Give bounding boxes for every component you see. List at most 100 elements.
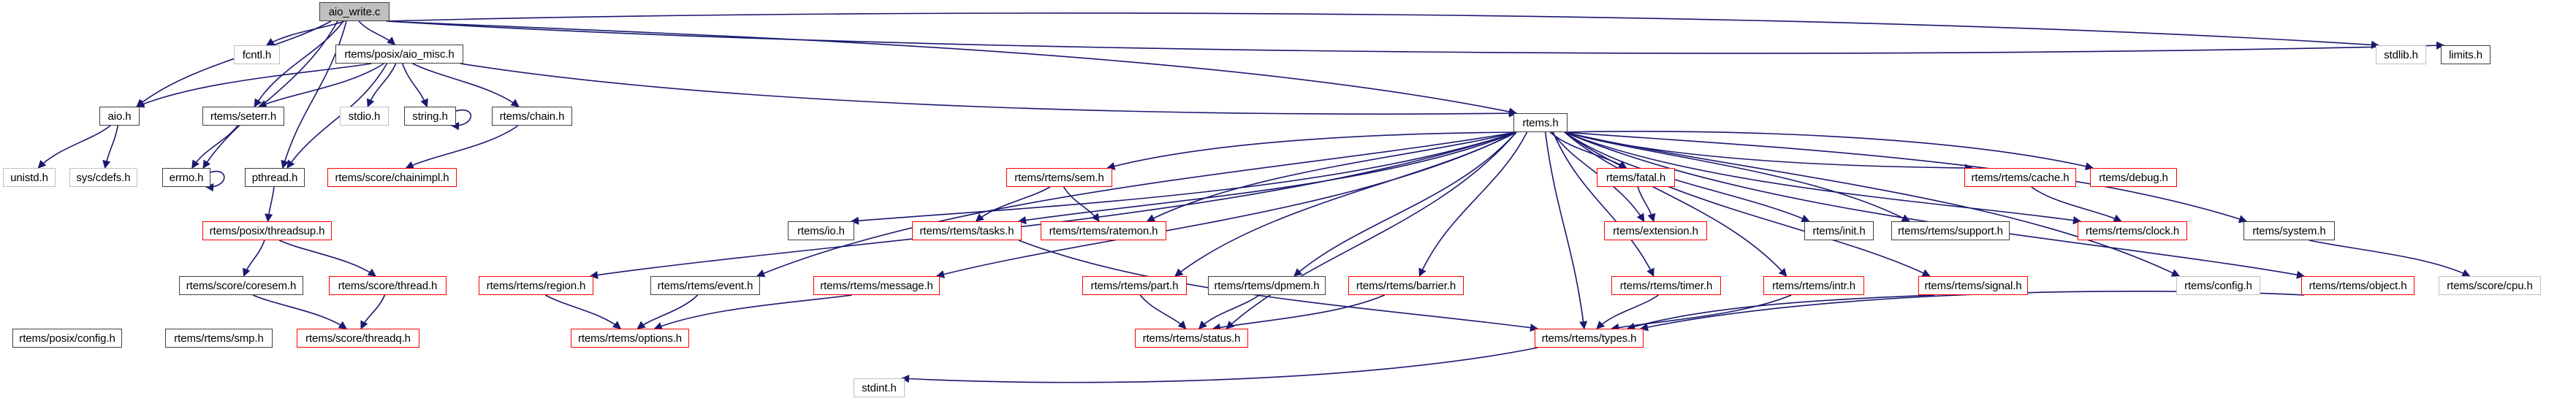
graph-node-label: rtems/rtems/support.h (1898, 224, 2003, 237)
graph-node-string-h[interactable]: string.h (404, 107, 456, 126)
graph-edge (900, 347, 1538, 383)
graph-node-errno-h[interactable]: errno.h (162, 168, 210, 187)
graph-edge (1626, 294, 1935, 331)
graph-node-sys-cdefs-h[interactable]: sys/cdefs.h (69, 168, 137, 187)
graph-node-system-h[interactable]: rtems/system.h (2243, 221, 2335, 240)
graph-node-dpmem-h[interactable]: rtems/rtems/dpmem.h (1208, 276, 1326, 295)
graph-node-threadq-h[interactable]: rtems/score/threadq.h (297, 329, 419, 348)
graph-node-clock-h[interactable]: rtems/rtems/clock.h (2078, 221, 2187, 240)
graph-node-stdint-h[interactable]: stdint.h (854, 378, 905, 397)
graph-node-timer-h[interactable]: rtems/rtems/timer.h (1611, 276, 1721, 295)
graph-edge (1564, 131, 1787, 277)
graph-node-label: fcntl.h (242, 48, 272, 61)
graph-node-object-h[interactable]: rtems/rtems/object.h (2301, 276, 2414, 295)
graph-node-chainimpl-h[interactable]: rtems/score/chainimpl.h (327, 168, 457, 187)
graph-node-stdio-h[interactable]: stdio.h (340, 107, 389, 126)
graph-node-rtems-h[interactable]: rtems.h (1513, 113, 1568, 132)
graph-edge (258, 63, 384, 108)
graph-node-smp-h[interactable]: rtems/rtems/smp.h (165, 329, 273, 348)
graph-node-label: rtems/posix/threadsup.h (209, 224, 325, 237)
graph-edge (265, 20, 345, 46)
graph-node-unistd-h[interactable]: unistd.h (3, 168, 56, 187)
graph-node-stdlib-h[interactable]: stdlib.h (2376, 45, 2426, 64)
graph-node-init-h[interactable]: rtems/init.h (1804, 221, 1874, 240)
graph-node-barrier-h[interactable]: rtems/rtems/barrier.h (1348, 276, 1464, 295)
graph-node-label: rtems/score/chainimpl.h (335, 171, 449, 184)
graph-node-coresem-h[interactable]: rtems/score/coresem.h (179, 276, 303, 295)
graph-node-label: stdint.h (862, 381, 897, 394)
graph-edge (252, 294, 347, 329)
graph-node-sem-h[interactable]: rtems/rtems/sem.h (1006, 168, 1112, 187)
graph-node-pthread-h[interactable]: pthread.h (245, 168, 305, 187)
graph-edge (281, 20, 347, 169)
graph-edge (2031, 186, 2122, 222)
graph-node-part-h[interactable]: rtems/rtems/part.h (1082, 276, 1187, 295)
graph-node-label: rtems/init.h (1812, 224, 1866, 237)
graph-edge (544, 294, 622, 329)
graph-node-label: rtems/system.h (2252, 224, 2326, 237)
graph-node-aio-h[interactable]: aio.h (99, 107, 140, 126)
graph-node-status-h[interactable]: rtems/rtems/status.h (1135, 329, 1248, 348)
graph-node-extension-h[interactable]: rtems/extension.h (1604, 221, 1707, 240)
graph-node-label: rtems/posix/aio_misc.h (344, 47, 455, 61)
graph-node-label: rtems/rtems/tasks.h (919, 224, 1014, 237)
graph-node-thread-h[interactable]: rtems/score/thread.h (329, 276, 447, 295)
graph-node-label: rtems/rtems/clock.h (2085, 224, 2180, 237)
graph-node-io-h[interactable]: rtems/io.h (788, 221, 854, 240)
graph-node-support-h[interactable]: rtems/rtems/support.h (1891, 221, 2010, 240)
graph-edge (935, 131, 1517, 278)
graph-node-label: rtems/rtems/part.h (1090, 279, 1179, 292)
graph-node-message-h[interactable]: rtems/rtems/message.h (813, 276, 940, 295)
graph-node-intr-h[interactable]: rtems/rtems/intr.h (1763, 276, 1864, 295)
graph-node-label: limits.h (2449, 48, 2482, 61)
graph-node-label: stdio.h (348, 110, 381, 123)
graph-node-label: aio_write.c (328, 5, 381, 18)
graph-edge (358, 20, 396, 45)
graph-node-label: rtems/debug.h (2099, 171, 2168, 184)
graph-node-region-h[interactable]: rtems/rtems/region.h (479, 276, 593, 295)
graph-node-label: rtems/rtems/types.h (1541, 332, 1637, 345)
graph-node-seterr-h[interactable]: rtems/seterr.h (202, 107, 284, 126)
graph-node-signal-h[interactable]: rtems/rtems/signal.h (1918, 276, 2028, 295)
graph-node-label: rtems/rtems/intr.h (1771, 279, 1856, 292)
graph-node-label: rtems/rtems/signal.h (1924, 279, 2022, 292)
graph-node-options-h[interactable]: rtems/rtems/options.h (571, 329, 689, 348)
graph-node-fatal-h[interactable]: rtems/fatal.h (1597, 168, 1675, 187)
graph-node-tasks-h[interactable]: rtems/rtems/tasks.h (912, 221, 1022, 240)
graph-node-event-h[interactable]: rtems/rtems/event.h (650, 276, 760, 295)
graph-edge (1564, 131, 2181, 277)
graph-node-label: aio.h (107, 110, 132, 123)
graph-edge (1063, 186, 1100, 222)
graph-edge (1639, 290, 2305, 332)
graph-edge (1564, 131, 1931, 277)
graph-node-ratemon-h[interactable]: rtems/rtems/ratemon.h (1041, 221, 1166, 240)
graph-edge (1596, 294, 1659, 329)
graph-edge (386, 20, 1518, 116)
graph-node-aio-misc-h[interactable]: rtems/posix/aio_misc.h (335, 45, 463, 64)
graph-node-label: rtems/score/coresem.h (186, 279, 297, 292)
graph-edge (653, 294, 852, 330)
graph-node-config-h[interactable]: rtems/config.h (2176, 276, 2260, 295)
graph-edge (135, 63, 372, 108)
graph-node-label: sys/cdefs.h (76, 171, 131, 184)
graph-edge (1564, 131, 2094, 171)
graph-node-debug-h[interactable]: rtems/debug.h (2090, 168, 2177, 187)
graph-edge (386, 12, 2380, 49)
graph-edge (1293, 131, 1517, 277)
graph-node-posix-config-h[interactable]: rtems/posix/config.h (12, 329, 122, 348)
graph-node-aio-write-c[interactable]: aio_write.c (319, 2, 390, 21)
graph-node-label: rtems/rtems/status.h (1142, 332, 1241, 345)
graph-node-label: rtems/chain.h (499, 110, 565, 123)
graph-node-label: rtems/seterr.h (210, 110, 277, 123)
graph-node-label: rtems/rtems/dpmem.h (1214, 279, 1320, 292)
graph-edge (1226, 131, 1517, 329)
graph-node-limits-h[interactable]: limits.h (2441, 45, 2490, 64)
graph-node-fcntl-h[interactable]: fcntl.h (234, 45, 280, 64)
graph-edge (975, 186, 1051, 222)
graph-node-cache-h[interactable]: rtems/rtems/cache.h (1964, 168, 2076, 187)
graph-node-chain-h[interactable]: rtems/chain.h (492, 107, 572, 126)
graph-node-cpu-h[interactable]: rtems/score/cpu.h (2439, 276, 2541, 295)
graph-node-threadsup-h[interactable]: rtems/posix/threadsup.h (202, 221, 332, 240)
graph-node-types-h[interactable]: rtems/rtems/types.h (1535, 329, 1644, 348)
